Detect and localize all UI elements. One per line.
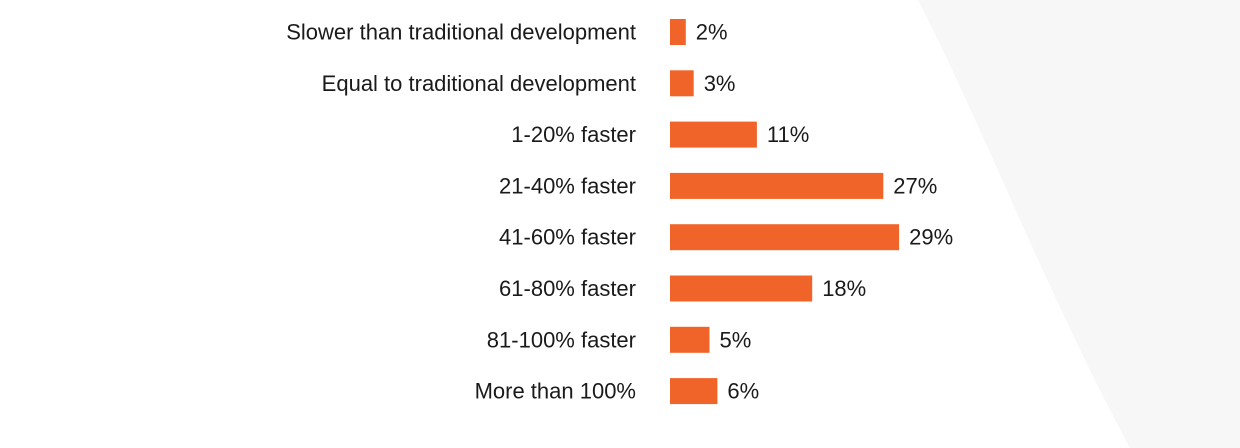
category-label: 1-20% faster bbox=[511, 122, 636, 147]
category-label: 81-100% faster bbox=[487, 327, 636, 352]
category-label: More than 100% bbox=[475, 379, 636, 404]
bar bbox=[670, 19, 686, 45]
value-label: 5% bbox=[720, 327, 752, 352]
value-label: 2% bbox=[696, 20, 728, 45]
category-label: 21-40% faster bbox=[499, 173, 636, 198]
bar bbox=[670, 378, 718, 405]
bar bbox=[670, 121, 757, 148]
background-panel bbox=[0, 0, 1130, 448]
value-label: 3% bbox=[704, 71, 736, 96]
category-label: 61-80% faster bbox=[499, 276, 636, 301]
value-label: 27% bbox=[893, 173, 937, 198]
bar bbox=[670, 224, 900, 251]
value-label: 11% bbox=[767, 122, 809, 147]
value-label: 29% bbox=[909, 225, 953, 250]
bar bbox=[670, 70, 694, 97]
value-label: 18% bbox=[822, 276, 866, 301]
bar bbox=[670, 275, 813, 302]
category-label: Slower than traditional development bbox=[286, 20, 636, 45]
category-label: 41-60% faster bbox=[499, 225, 636, 250]
value-label: 6% bbox=[727, 379, 759, 404]
bar bbox=[670, 172, 884, 199]
bar bbox=[670, 326, 710, 353]
category-label: Equal to traditional development bbox=[322, 71, 636, 96]
